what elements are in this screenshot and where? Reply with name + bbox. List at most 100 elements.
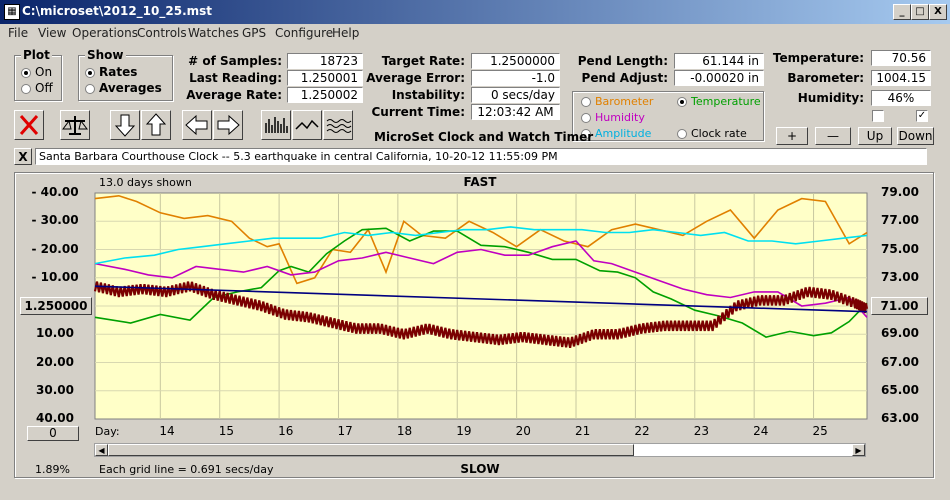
day-tick-label: 23 xyxy=(693,424,710,438)
plot-group-label: Plot xyxy=(21,48,52,62)
barometer-field: 1004.15 xyxy=(871,70,931,86)
menu-gps[interactable]: GPS xyxy=(242,26,267,40)
show-averages-radio[interactable]: Averages xyxy=(85,81,162,95)
average-rate-field: 1.250002 xyxy=(287,87,363,103)
target-rate-label: Target Rate: xyxy=(381,54,465,68)
sensor-temperature-radio[interactable]: Temperature xyxy=(677,95,761,108)
barometer-label: Barometer: xyxy=(787,71,864,85)
pend-length-label: Pend Length: xyxy=(577,54,668,68)
left-tick-label: 20.00 xyxy=(36,354,74,369)
day-tick-label: 21 xyxy=(575,424,591,438)
balance-icon xyxy=(62,116,88,135)
plot-group: Plot On Off xyxy=(14,48,62,101)
scroll-right-arrow-icon[interactable]: ▶ xyxy=(852,444,865,456)
current-time-label: Current Time: xyxy=(371,105,465,119)
menu-controls[interactable]: Controls xyxy=(137,26,187,40)
sensor-amplitude-radio[interactable]: Amplitude xyxy=(581,127,651,140)
histogram-button[interactable] xyxy=(261,110,291,140)
menu-configure[interactable]: Configure xyxy=(275,26,334,40)
right-checkbox[interactable]: ✓ xyxy=(916,110,928,122)
rate-chart xyxy=(93,192,869,420)
delete-button[interactable] xyxy=(14,110,44,140)
show-group-label: Show xyxy=(85,48,126,62)
temperature-label: Temperature: xyxy=(772,51,864,65)
day-tick-label: 15 xyxy=(218,424,234,438)
instability-field: 0 secs/day xyxy=(471,87,560,103)
arrow-right-icon xyxy=(217,114,240,136)
average-error-label: Average Error: xyxy=(366,71,465,85)
day-tick-label: 16 xyxy=(278,424,294,438)
right-tick-label: 69.00 xyxy=(881,326,919,341)
day-tick-label: 24 xyxy=(753,424,769,438)
day-tick-label: 17 xyxy=(337,424,353,438)
arrow-up-icon xyxy=(145,113,167,136)
sensor-barometer-radio[interactable]: Barometer xyxy=(581,95,653,108)
line-graph-button[interactable] xyxy=(292,110,322,140)
menu-file[interactable]: File xyxy=(8,26,29,40)
scroll-up-button[interactable] xyxy=(141,110,171,140)
scroll-right-button[interactable] xyxy=(213,110,243,140)
pend-adjust-field[interactable]: -0.00020 in xyxy=(674,70,764,86)
slow-label: SLOW xyxy=(460,462,500,476)
left-tick-label: - 30.00 xyxy=(31,213,79,228)
app-icon: ▦ xyxy=(4,4,20,20)
horizontal-scrollbar[interactable]: ◀ ▶ xyxy=(94,443,866,457)
left-tick-label: - 10.00 xyxy=(31,269,79,284)
scrollbar-thumb[interactable] xyxy=(108,444,634,456)
close-button[interactable]: X xyxy=(929,4,947,20)
left-tick-label: 40.00 xyxy=(36,411,74,425)
plot-off-radio[interactable]: Off xyxy=(21,81,53,95)
left-tick-label: 30.00 xyxy=(36,382,74,397)
rate-readout[interactable]: 1.250000 xyxy=(20,297,92,315)
right-tick-label: 73.00 xyxy=(881,269,919,284)
temperature-readout[interactable]: 71.00 xyxy=(871,297,928,315)
right-tick-label: 67.00 xyxy=(881,354,919,369)
sensor-group: Barometer Temperature Humidity Amplitude… xyxy=(572,91,764,141)
menu-operations[interactable]: Operations xyxy=(72,26,138,40)
menu-view[interactable]: View xyxy=(38,26,67,40)
down-button[interactable]: Down xyxy=(897,127,934,145)
day-tick-label: 19 xyxy=(456,424,472,438)
left-checkbox[interactable] xyxy=(872,110,884,122)
scroll-down-button[interactable] xyxy=(110,110,140,140)
show-rates-radio[interactable]: Rates xyxy=(85,65,137,79)
left-tick-label: - 20.00 xyxy=(31,241,79,256)
sensor-humidity-radio[interactable]: Humidity xyxy=(581,111,645,124)
zero-button[interactable]: 0 xyxy=(27,426,79,441)
fast-label: FAST xyxy=(463,175,497,189)
maximize-button[interactable]: □ xyxy=(911,4,929,20)
arrow-left-icon xyxy=(185,114,208,136)
pend-adjust-label: Pend Adjust: xyxy=(581,71,668,85)
pend-length-field[interactable]: 61.144 in xyxy=(674,53,764,69)
menu-watches[interactable]: Watches xyxy=(188,26,239,40)
menu-help[interactable]: Help xyxy=(332,26,360,40)
days-shown-label: 13.0 days shown xyxy=(99,176,192,189)
current-time-field: 12:03:42 AM xyxy=(471,104,560,120)
sensor-clock-rate-radio[interactable]: Clock rate xyxy=(677,127,747,140)
wave-graph-button[interactable] xyxy=(323,110,353,140)
balance-button[interactable] xyxy=(60,110,90,140)
arrow-down-icon xyxy=(114,114,136,137)
day-axis-label: Day: xyxy=(95,425,120,438)
left-tick-label: - 40.00 xyxy=(31,185,79,199)
series-average xyxy=(94,285,868,313)
minimize-button[interactable]: _ xyxy=(893,4,911,20)
plot-on-radio[interactable]: On xyxy=(21,65,52,79)
day-tick-label: 18 xyxy=(396,424,413,438)
scroll-left-button[interactable] xyxy=(182,110,212,140)
minus-button[interactable]: — xyxy=(815,127,851,145)
target-rate-field[interactable]: 1.2500000 xyxy=(471,53,560,69)
last-reading-field: 1.250001 xyxy=(287,70,363,86)
chart-panel: 13.0 days shown FAST SLOW Each grid line… xyxy=(14,172,934,478)
right-tick-label: 63.00 xyxy=(881,411,919,425)
plus-button[interactable]: + xyxy=(776,127,808,145)
scroll-left-arrow-icon[interactable]: ◀ xyxy=(95,444,108,456)
day-tick-label: 20 xyxy=(515,424,531,438)
line-graph-icon xyxy=(295,119,319,130)
day-tick-label: 22 xyxy=(634,424,650,438)
clear-clock-button[interactable]: X xyxy=(14,148,32,165)
clock-name-field[interactable]: Santa Barbara Courthouse Clock -- 5.3 ea… xyxy=(35,148,927,165)
up-button[interactable]: Up xyxy=(858,127,892,145)
samples-label: # of Samples: xyxy=(188,54,282,68)
wave-icon xyxy=(326,119,352,133)
